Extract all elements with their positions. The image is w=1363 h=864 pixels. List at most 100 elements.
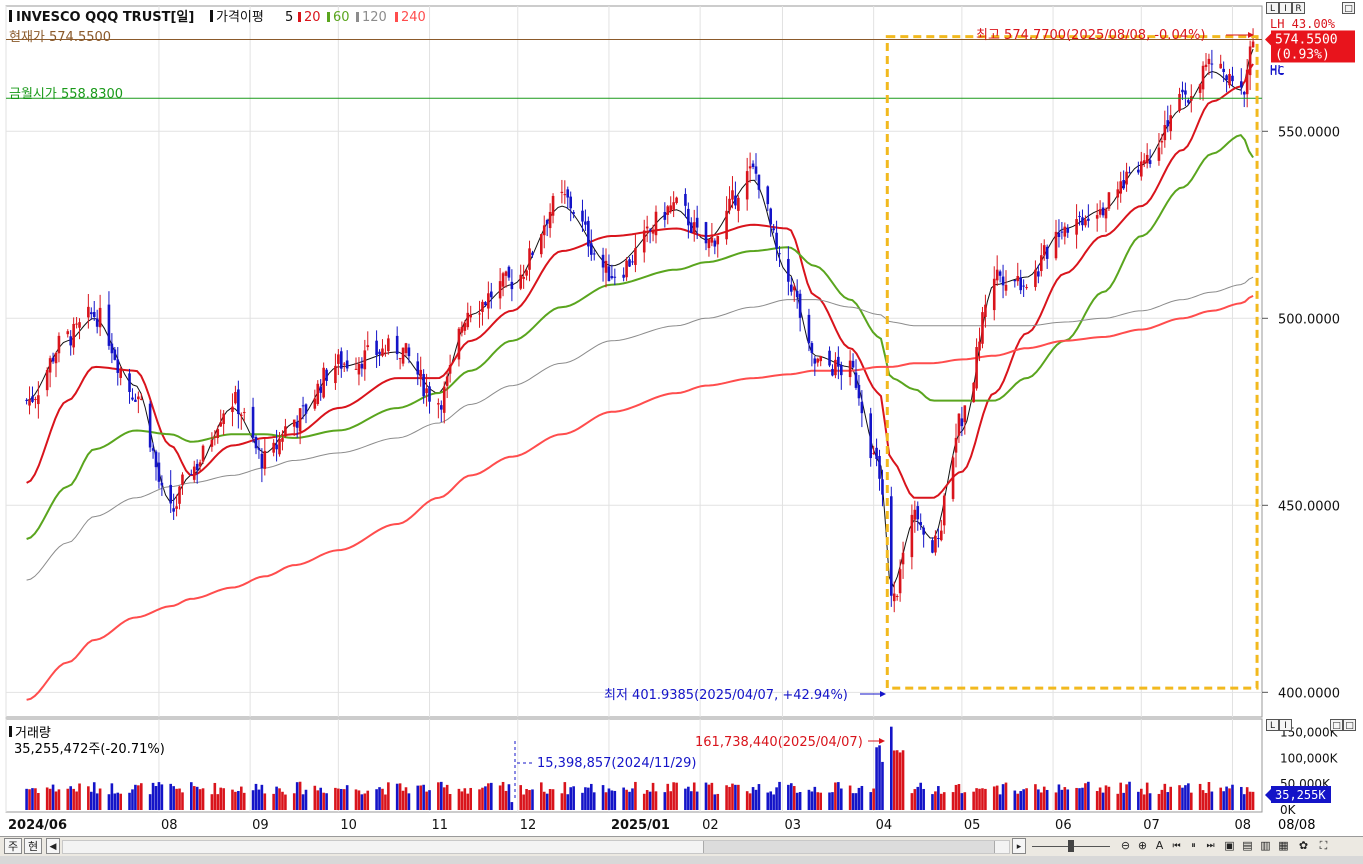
layout-icon[interactable]: ▤	[1242, 839, 1253, 852]
candle-body-196	[831, 368, 834, 376]
scroll-left-button[interactable]: ◀	[46, 838, 60, 854]
volume-bar-218	[919, 782, 923, 810]
stock-chart[interactable]: INVESCO QQQ TRUST[일] 가격이평 5 20 60 120 24…	[0, 0, 1363, 836]
volume-bar-112	[484, 786, 487, 810]
volume-bar-169	[716, 793, 720, 810]
volume-bar-58	[260, 784, 264, 810]
fullscreen-icon[interactable]: ⛶	[1319, 839, 1328, 852]
candle-body-47	[216, 429, 220, 439]
volume-bar-236	[995, 785, 999, 810]
statusbar: 주 현 ◀ ▸ ⊖ ⊕ A ⏮ ⏸ ⏭ ▣ ▤ ▥ ▦ ✿ ⛶	[0, 836, 1363, 856]
candle-body-78	[342, 363, 346, 365]
first-icon[interactable]: ⏮	[1172, 841, 1181, 851]
candle-body-250	[1054, 231, 1058, 259]
candle-body-152	[648, 229, 652, 231]
volume-bar-130	[560, 793, 564, 810]
volume-bar-229	[963, 792, 967, 810]
save-chart-icon[interactable]: ▣	[1224, 839, 1235, 852]
candle-body-230	[972, 382, 975, 403]
zoom-in-icon[interactable]: ⊕	[1137, 839, 1148, 852]
last-icon[interactable]: ⏭	[1206, 841, 1215, 851]
vol-frame-button-l[interactable]: L	[1266, 719, 1279, 731]
table-icon[interactable]: ▥	[1260, 839, 1271, 852]
volume-bar-257	[1081, 787, 1084, 810]
candle-body-285	[1198, 84, 1202, 93]
scroll-thumb[interactable]	[703, 841, 995, 853]
candle-body-187	[792, 286, 796, 291]
volume-bar-93	[404, 787, 408, 810]
volume-bar-230	[972, 791, 975, 810]
pause-icon[interactable]: ⏸	[1191, 841, 1196, 851]
vol-frame-button-i[interactable]: I	[1279, 719, 1292, 731]
lh-label: LH 43.00%	[1270, 17, 1336, 31]
candle-body-293	[1228, 73, 1231, 86]
volume-bar-211	[892, 750, 896, 810]
scroll-track[interactable]	[62, 840, 1010, 854]
candle-body-104	[448, 364, 452, 374]
zoom-slider-thumb[interactable]	[1068, 840, 1074, 852]
candle-body-211	[892, 593, 896, 602]
text-icon[interactable]: A	[1155, 839, 1164, 852]
volume-bar-192	[813, 786, 817, 810]
candle-body-283	[1187, 100, 1190, 103]
x-tick-label-7: 02	[702, 818, 719, 833]
volume-bar-172	[731, 783, 734, 810]
candle-body-222	[937, 538, 940, 540]
candle-body-202	[854, 372, 858, 388]
vol-minimize-button[interactable]: □	[1330, 719, 1343, 731]
volume-bar-22	[113, 793, 117, 810]
volume-bar-175	[745, 791, 749, 810]
volume-bar-240	[1013, 790, 1017, 810]
volume-bar-282	[1184, 785, 1187, 810]
price-tag	[1271, 30, 1355, 63]
vol-close-button[interactable]: □	[1343, 719, 1356, 731]
chart-title: INVESCO QQQ TRUST[일]	[16, 10, 194, 25]
candle-body-75	[334, 365, 337, 384]
hc-label: HC	[1270, 64, 1284, 78]
candle-body-62	[278, 438, 281, 455]
candle-body-69	[304, 404, 308, 414]
y-tick-label-1: 500.0000	[1278, 312, 1340, 327]
candle-body-132	[566, 189, 570, 198]
volume-bar-234	[984, 788, 987, 810]
zoom-out-icon[interactable]: ⊖	[1120, 839, 1131, 852]
frame-button-l[interactable]: L	[1266, 2, 1279, 14]
candle-body-5	[45, 370, 49, 391]
grid-icon[interactable]: ▦	[1278, 839, 1289, 852]
candle-body-2	[31, 396, 34, 402]
current-button[interactable]: 현	[24, 838, 42, 854]
candle-body-145	[622, 274, 625, 278]
volume-bar-239	[1004, 782, 1008, 810]
candle-body-219	[922, 527, 925, 535]
settings-icon[interactable]: ✿	[1298, 839, 1309, 852]
volume-bar-246	[1037, 789, 1040, 810]
candle-body-116	[501, 273, 505, 287]
volume-bar-224	[942, 792, 946, 810]
frame-button-r[interactable]: R	[1292, 2, 1305, 14]
volume-max-arrowhead	[879, 738, 885, 744]
frame-button-i[interactable]: I	[1279, 2, 1292, 14]
candle-body-234	[984, 304, 987, 317]
volume-bar-94	[407, 793, 411, 810]
volume-bar-137	[587, 787, 590, 810]
candle-body-165	[704, 222, 708, 244]
candle-body-32	[154, 451, 158, 468]
period-button[interactable]: 주	[4, 838, 22, 854]
candle-body-160	[684, 193, 687, 206]
candle-body-268	[1125, 171, 1128, 185]
volume-bar-88	[384, 794, 387, 810]
maximize-button[interactable]: □	[1342, 2, 1355, 14]
volume-bar-292	[1225, 786, 1228, 810]
volume-bar-190	[807, 789, 811, 810]
candle-body-184	[778, 253, 781, 255]
volume-bar-71	[316, 790, 320, 810]
ma-marker	[210, 10, 213, 22]
volume-bar-199	[839, 788, 843, 810]
scroll-right-button[interactable]: ▸	[1012, 838, 1026, 854]
x-tick-label-10: 05	[964, 818, 981, 833]
volume-bar-50	[231, 789, 234, 810]
volume-bar-39	[181, 792, 184, 810]
volume-bar-179	[757, 784, 761, 810]
candle-body-188	[795, 290, 799, 298]
ma-line-60	[26, 133, 1254, 540]
